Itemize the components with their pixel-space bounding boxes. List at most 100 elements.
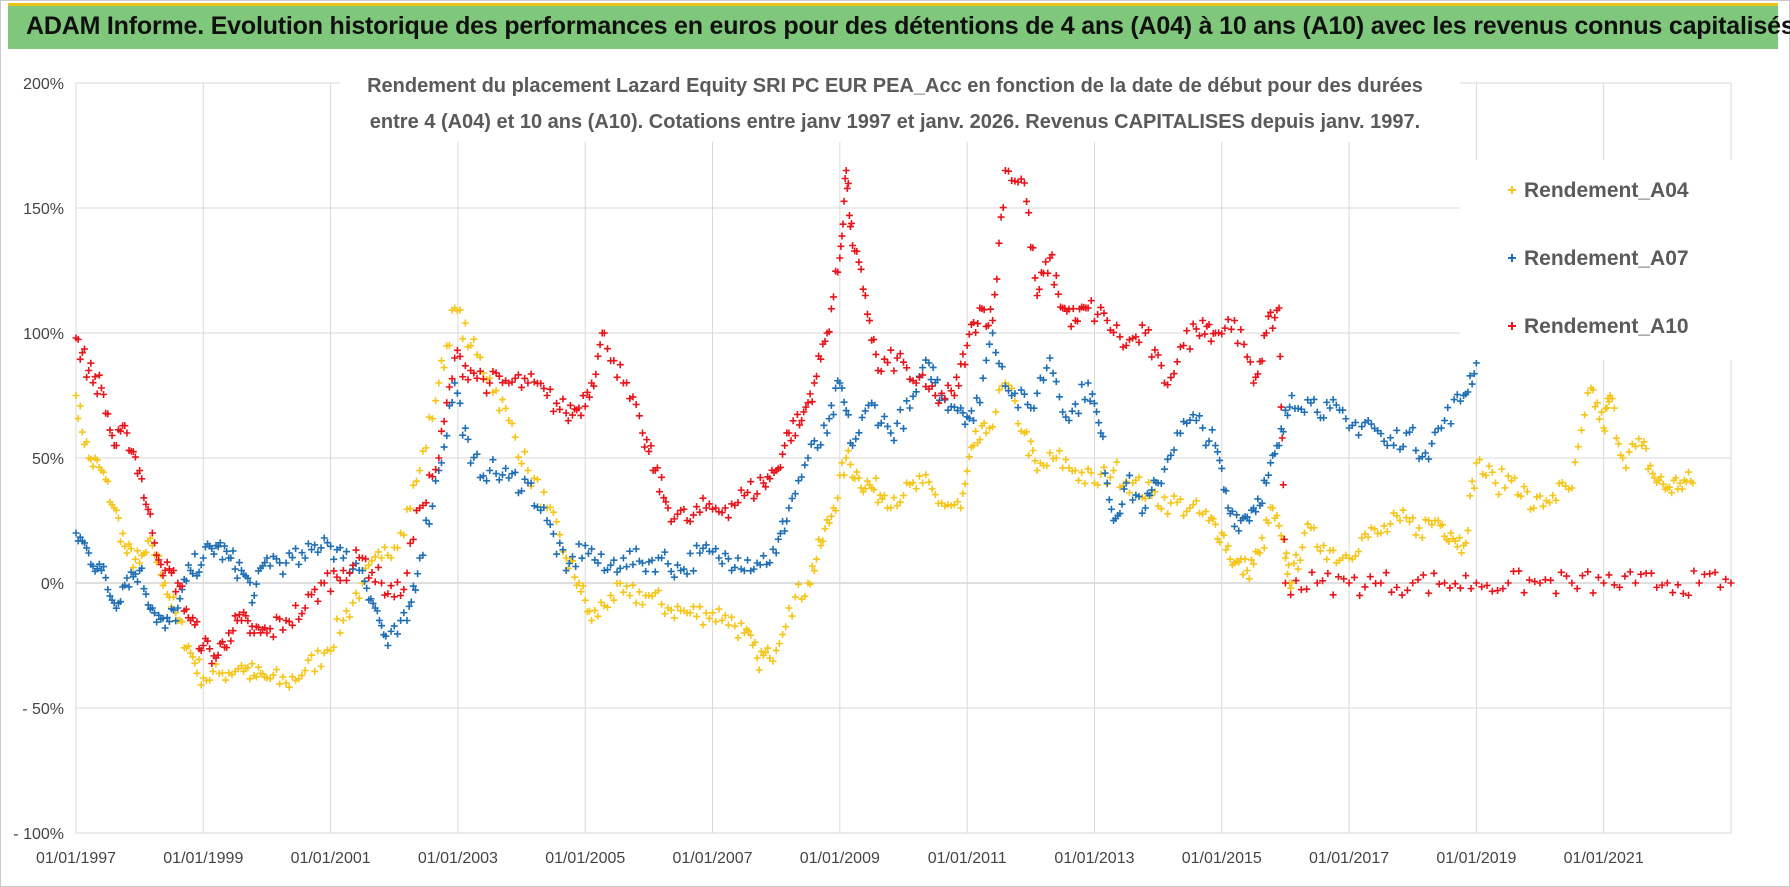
data-point: [957, 404, 965, 412]
data-point-interpolated: [788, 494, 796, 502]
data-point-interpolated: [1467, 585, 1475, 593]
data-point-interpolated: [406, 539, 414, 547]
data-point: [900, 492, 907, 499]
data-point-interpolated: [193, 618, 201, 626]
data-point-interpolated: [498, 471, 506, 479]
data-point-interpolated: [1332, 401, 1340, 409]
data-point-interpolated: [843, 184, 851, 192]
data-point-interpolated: [1447, 420, 1455, 428]
data-point-interpolated: [104, 586, 112, 594]
chart-title-line-2: entre 4 (A04) et 10 ans (A10). Cotations…: [370, 111, 1420, 133]
data-point-interpolated: [533, 475, 541, 483]
data-point-interpolated: [1361, 530, 1369, 538]
data-point-interpolated: [112, 441, 120, 449]
data-point-interpolated: [384, 590, 392, 598]
data-point-interpolated: [852, 435, 860, 443]
data-point-interpolated: [664, 560, 672, 568]
data-point-interpolated: [473, 374, 481, 382]
data-point-interpolated: [407, 598, 415, 606]
data-point-interpolated: [1170, 492, 1178, 500]
data-point: [1536, 579, 1544, 587]
data-point-interpolated: [537, 379, 545, 387]
data-point: [161, 624, 169, 632]
data-point-interpolated: [138, 475, 146, 483]
data-point-interpolated: [1207, 337, 1215, 345]
data-point-interpolated: [1616, 583, 1624, 591]
data-point-interpolated: [456, 306, 464, 314]
data-point-interpolated: [880, 413, 888, 421]
data-point: [925, 359, 933, 367]
data-point-interpolated: [1504, 472, 1512, 480]
data-point-interpolated: [1029, 244, 1037, 252]
x-tick-label: 01/01/2009: [800, 850, 880, 867]
data-point-interpolated: [810, 567, 818, 575]
data-point-interpolated: [163, 558, 171, 566]
data-point-interpolated: [533, 503, 541, 511]
data-point-interpolated: [1298, 543, 1306, 551]
data-point-interpolated: [206, 676, 214, 684]
data-point-interpolated: [1075, 409, 1083, 417]
data-point-interpolated: [1167, 451, 1175, 459]
data-point-interpolated: [1186, 345, 1194, 353]
data-point-interpolated: [832, 507, 840, 515]
data-point-interpolated: [941, 395, 949, 403]
data-point-interpolated: [413, 477, 421, 485]
data-point-interpolated: [1245, 575, 1253, 583]
data-point: [339, 567, 347, 574]
data-point-interpolated: [954, 498, 962, 506]
data-point-interpolated: [810, 437, 818, 445]
data-point-interpolated: [583, 388, 591, 396]
data-point-interpolated: [775, 639, 783, 647]
data-point-interpolated: [1525, 576, 1533, 584]
data-point-interpolated: [1049, 369, 1057, 377]
data-point-interpolated: [1189, 501, 1197, 509]
data-point: [1377, 529, 1385, 537]
data-point-interpolated: [1659, 480, 1667, 488]
data-point-interpolated: [276, 559, 284, 567]
data-point-interpolated: [1100, 309, 1108, 317]
data-point-interpolated: [762, 648, 770, 656]
data-point-interpolated: [1402, 514, 1410, 522]
data-point-interpolated: [1110, 328, 1118, 336]
data-point: [1638, 442, 1646, 449]
data-point-interpolated: [209, 667, 217, 675]
data-point: [1568, 579, 1576, 587]
data-point-interpolated: [1418, 534, 1426, 542]
data-point-interpolated: [89, 462, 97, 470]
data-point-interpolated: [1678, 485, 1686, 493]
data-point: [1619, 454, 1627, 462]
data-point-interpolated: [955, 382, 963, 390]
data-point-interpolated: [1470, 484, 1478, 492]
data-point-interpolated: [1412, 531, 1420, 539]
data-point-interpolated: [1601, 427, 1609, 435]
data-point-interpolated: [393, 630, 401, 638]
data-point-interpolated: [153, 618, 161, 626]
data-point-interpolated: [1403, 586, 1411, 594]
data-point-interpolated: [572, 562, 580, 570]
data-point: [1472, 459, 1480, 467]
data-point-interpolated: [333, 615, 341, 623]
data-point: [123, 574, 131, 582]
data-point-interpolated: [422, 444, 430, 452]
data-point-interpolated: [1260, 544, 1268, 552]
data-point-interpolated: [1483, 581, 1491, 589]
data-point-interpolated: [840, 398, 848, 406]
data-point-interpolated: [965, 453, 973, 461]
data-point-interpolated: [581, 402, 589, 410]
data-point-interpolated: [288, 621, 296, 629]
data-point-interpolated: [1093, 408, 1101, 416]
data-point-interpolated: [645, 447, 653, 455]
x-tick-label: 01/01/2019: [1436, 850, 1516, 867]
data-point-interpolated: [131, 555, 139, 563]
data-point-interpolated: [661, 548, 669, 556]
data-point-interpolated: [750, 565, 758, 573]
data-point-interpolated: [1055, 393, 1063, 401]
data-point-interpolated: [1208, 426, 1216, 434]
data-point-interpolated: [1603, 404, 1611, 412]
data-point-interpolated: [1539, 502, 1547, 510]
data-point-interpolated: [1468, 477, 1476, 485]
data-point-interpolated: [670, 614, 678, 622]
data-point-interpolated: [893, 419, 901, 427]
data-point-interpolated: [1355, 431, 1363, 439]
